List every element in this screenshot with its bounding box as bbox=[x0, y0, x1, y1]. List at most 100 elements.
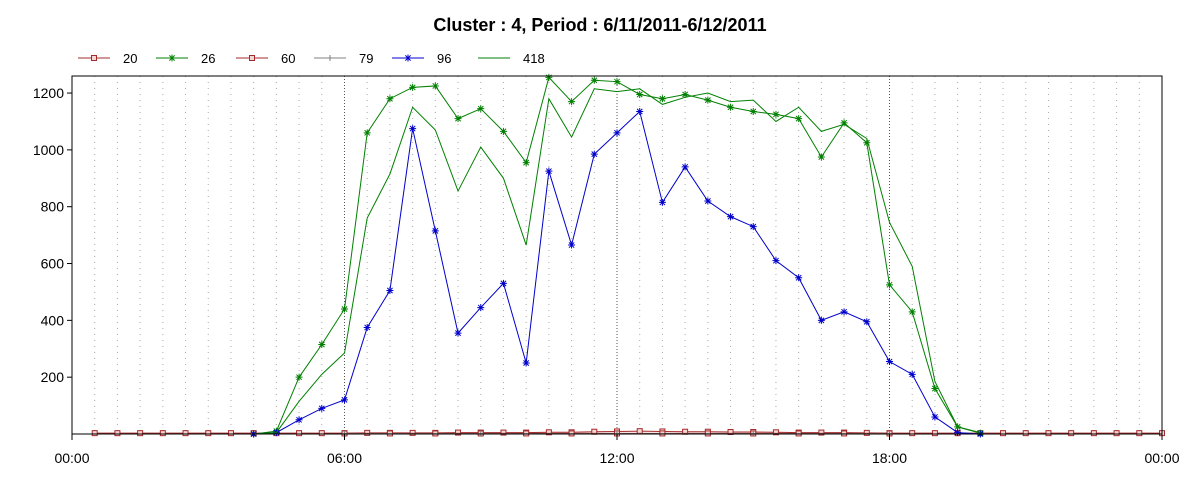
data-point bbox=[249, 55, 255, 61]
data-point bbox=[568, 98, 576, 106]
data-point bbox=[205, 430, 212, 437]
data-point bbox=[296, 430, 303, 437]
data-point bbox=[795, 115, 803, 123]
data-point bbox=[409, 83, 417, 91]
data-point bbox=[613, 129, 621, 137]
data-point bbox=[749, 223, 757, 231]
data-point bbox=[863, 429, 870, 436]
data-point bbox=[341, 396, 348, 404]
legend-label: 418 bbox=[523, 51, 545, 66]
data-point bbox=[454, 329, 462, 337]
data-point bbox=[818, 429, 825, 436]
data-point bbox=[137, 430, 144, 437]
data-point bbox=[1045, 430, 1052, 437]
legend-item-60: 60 bbox=[236, 51, 295, 66]
legend-label: 20 bbox=[123, 51, 137, 66]
data-point bbox=[91, 55, 97, 61]
data-point bbox=[954, 429, 962, 437]
data-point bbox=[931, 413, 939, 421]
data-point bbox=[1000, 430, 1007, 437]
data-point bbox=[636, 108, 644, 116]
data-point bbox=[908, 370, 916, 378]
data-point bbox=[182, 430, 189, 437]
data-point bbox=[431, 82, 439, 90]
axes: 200 400 600 800 1000 1200 00:00 06:00 12:00 18:00… bbox=[33, 75, 1180, 466]
data-point bbox=[908, 308, 916, 316]
data-point bbox=[455, 429, 462, 436]
data-point bbox=[545, 73, 553, 81]
data-point bbox=[931, 385, 939, 393]
legend-label: 79 bbox=[359, 51, 373, 66]
series-96 bbox=[250, 108, 984, 438]
data-point bbox=[568, 241, 576, 249]
series-26 bbox=[250, 73, 984, 438]
legend-item-96: 96 bbox=[392, 51, 451, 66]
data-point bbox=[295, 416, 303, 424]
data-point bbox=[772, 429, 779, 436]
data-point bbox=[886, 358, 893, 366]
data-point bbox=[636, 90, 644, 98]
series-418 bbox=[253, 88, 981, 435]
data-point bbox=[1136, 430, 1143, 437]
legend-label: 26 bbox=[201, 51, 215, 66]
data-point bbox=[114, 430, 121, 437]
data-point bbox=[681, 163, 689, 171]
chart-title: Cluster : 4, Period : 6/11/2011-6/12/201… bbox=[433, 15, 766, 35]
legend: 20 26 60 79 96 418 bbox=[78, 51, 545, 66]
legend-item-20: 20 bbox=[78, 51, 137, 66]
data-point bbox=[545, 429, 552, 436]
series-line bbox=[253, 88, 981, 435]
data-point bbox=[931, 430, 938, 437]
data-point bbox=[522, 359, 530, 367]
data-point bbox=[409, 429, 416, 436]
x-tick-label: 12:00 bbox=[599, 450, 634, 466]
data-point bbox=[772, 110, 780, 118]
legend-label: 96 bbox=[437, 51, 451, 66]
data-point bbox=[590, 150, 598, 158]
data-point bbox=[795, 274, 803, 282]
x-tick-label: 00:00 bbox=[1144, 450, 1179, 466]
data-point bbox=[817, 153, 825, 161]
data-point bbox=[727, 103, 735, 111]
data-point bbox=[863, 139, 871, 147]
y-tick-label: 400 bbox=[41, 312, 65, 328]
x-tick-label: 18:00 bbox=[872, 450, 907, 466]
data-point bbox=[704, 96, 712, 104]
data-point bbox=[840, 119, 848, 127]
data-point bbox=[404, 54, 412, 62]
data-point bbox=[636, 428, 643, 435]
y-tick-label: 600 bbox=[41, 256, 65, 272]
data-point bbox=[727, 429, 734, 436]
data-point bbox=[159, 430, 166, 437]
legend-item-79: 79 bbox=[314, 51, 373, 66]
data-point bbox=[658, 198, 666, 206]
data-point bbox=[454, 115, 462, 123]
data-point bbox=[749, 108, 757, 116]
series-layer bbox=[91, 73, 1165, 438]
data-point bbox=[363, 129, 371, 137]
data-point bbox=[386, 287, 394, 295]
legend-item-26: 26 bbox=[156, 51, 215, 66]
x-tick-label: 06:00 bbox=[327, 450, 362, 466]
y-tick-label: 1000 bbox=[33, 142, 64, 158]
data-point bbox=[1022, 430, 1029, 437]
data-point bbox=[386, 95, 394, 103]
data-point bbox=[318, 341, 326, 348]
y-tick-label: 1200 bbox=[33, 85, 64, 101]
data-point bbox=[499, 127, 507, 135]
data-point bbox=[500, 429, 507, 436]
data-point bbox=[91, 430, 98, 437]
data-point bbox=[863, 318, 871, 326]
data-point bbox=[295, 373, 303, 381]
data-point bbox=[658, 95, 666, 103]
data-point bbox=[431, 227, 439, 235]
data-point bbox=[1090, 430, 1097, 437]
data-point bbox=[590, 76, 598, 84]
data-point bbox=[613, 78, 621, 86]
data-point bbox=[477, 304, 485, 312]
data-point bbox=[704, 197, 712, 205]
data-point bbox=[840, 308, 848, 316]
data-point bbox=[477, 105, 485, 113]
